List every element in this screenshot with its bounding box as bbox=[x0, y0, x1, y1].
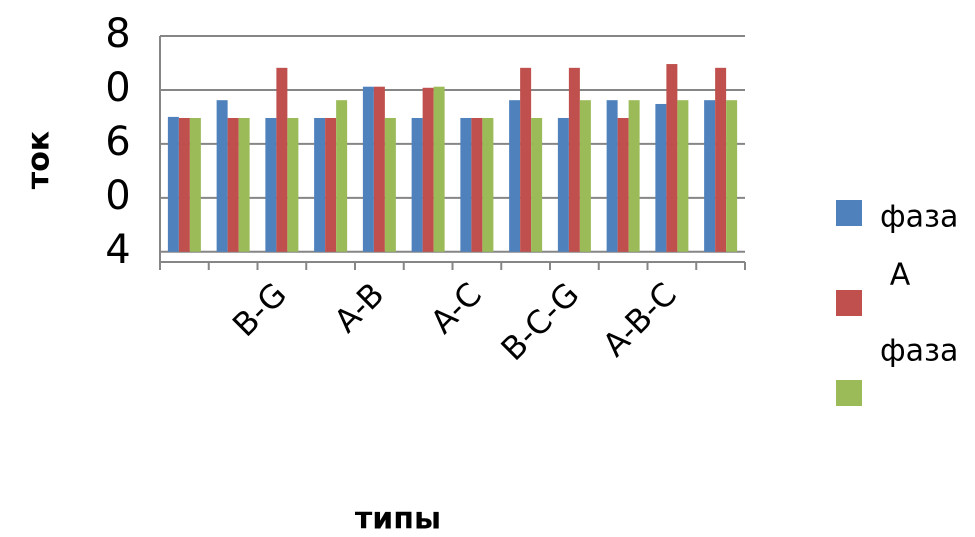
legend-swatch bbox=[836, 290, 862, 316]
bar bbox=[666, 64, 678, 252]
legend-swatch bbox=[836, 200, 862, 226]
bar bbox=[606, 100, 618, 252]
legend-swatch bbox=[836, 380, 862, 406]
bar bbox=[238, 117, 250, 252]
y-axis-title: ток bbox=[22, 131, 57, 189]
legend-label: A bbox=[890, 258, 911, 293]
bar bbox=[557, 117, 569, 252]
bar bbox=[411, 117, 423, 252]
bar bbox=[178, 117, 190, 252]
bar bbox=[617, 117, 629, 252]
bar bbox=[265, 117, 277, 252]
bar bbox=[482, 117, 494, 252]
bar bbox=[227, 117, 239, 252]
bar bbox=[655, 103, 667, 252]
bar bbox=[568, 67, 580, 252]
y-tick-label: 6 bbox=[105, 119, 130, 165]
legend-label: фаза bbox=[880, 334, 958, 369]
bar bbox=[216, 100, 228, 252]
bar bbox=[287, 117, 299, 252]
x-tick-label: A-B-C bbox=[595, 275, 684, 364]
y-tick-label: 0 bbox=[105, 173, 130, 219]
bar bbox=[726, 100, 738, 252]
bar bbox=[677, 100, 689, 252]
bar bbox=[471, 117, 483, 252]
bar bbox=[460, 117, 472, 252]
bar bbox=[628, 100, 640, 252]
bar bbox=[531, 117, 543, 252]
bar bbox=[362, 86, 374, 252]
x-axis-title: типы bbox=[355, 502, 441, 537]
x-tick-label: B-C-G bbox=[494, 275, 587, 368]
bar bbox=[509, 100, 521, 252]
x-tick-label: B-G bbox=[225, 275, 294, 344]
bar bbox=[715, 67, 727, 252]
bar bbox=[189, 117, 201, 252]
bar bbox=[314, 117, 326, 252]
bar bbox=[704, 100, 716, 252]
x-tick-label: A-B bbox=[327, 275, 392, 340]
bar bbox=[373, 86, 385, 252]
legend-label: фаза bbox=[880, 200, 958, 235]
bar bbox=[167, 116, 179, 252]
y-tick-label: 4 bbox=[105, 227, 130, 273]
bar bbox=[422, 87, 434, 252]
y-tick-label: 0 bbox=[105, 65, 130, 111]
bar bbox=[579, 100, 591, 252]
y-tick-label: 8 bbox=[105, 11, 130, 57]
bar bbox=[384, 117, 396, 252]
bar bbox=[433, 86, 445, 252]
x-tick-label: A-C bbox=[423, 275, 489, 341]
bar bbox=[276, 67, 288, 252]
bar bbox=[325, 117, 337, 252]
bar bbox=[520, 67, 532, 252]
bar bbox=[336, 100, 348, 252]
